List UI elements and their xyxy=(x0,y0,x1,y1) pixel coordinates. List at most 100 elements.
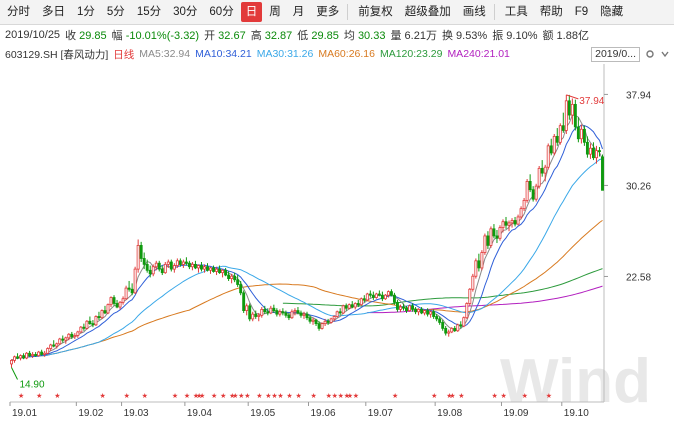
candle-body xyxy=(73,335,77,338)
toolbar-button-7[interactable]: 日 xyxy=(240,2,263,22)
candle-body xyxy=(263,309,267,313)
toolbar-button-14[interactable]: 工具 xyxy=(504,6,528,18)
candle-body xyxy=(193,263,197,269)
toolbar-button-5[interactable]: 30分 xyxy=(173,6,198,18)
candle-body xyxy=(43,352,47,355)
candle-body xyxy=(157,262,161,270)
toolbar-button-3[interactable]: 5分 xyxy=(106,6,125,18)
candle-body xyxy=(67,333,71,339)
event-marker: ★ xyxy=(458,392,464,400)
candle-body xyxy=(52,344,56,347)
toolbar-button-6[interactable]: 60分 xyxy=(209,6,234,18)
candle-body xyxy=(549,145,553,154)
candle-body xyxy=(426,310,430,315)
toolbar-button-4[interactable]: 15分 xyxy=(136,6,162,18)
event-marker: ★ xyxy=(54,392,60,400)
toolbar-button-17[interactable]: 隐藏 xyxy=(600,6,624,18)
x-tick-label: 19.08 xyxy=(437,408,462,419)
candle-body xyxy=(444,327,448,334)
toolbar-button-15[interactable]: 帮助 xyxy=(539,6,563,18)
toolbar-button-1[interactable]: 多日 xyxy=(42,6,65,18)
candle-body xyxy=(269,307,273,314)
volume-label: 量 xyxy=(390,30,402,42)
candle-body xyxy=(477,260,481,269)
candle-body xyxy=(507,222,511,226)
amplitude-value: 9.10% xyxy=(506,30,538,42)
candle-body xyxy=(501,221,505,229)
event-marker: ★ xyxy=(491,392,497,400)
event-marker: ★ xyxy=(211,392,217,400)
candle-body xyxy=(124,287,128,300)
event-marker: ★ xyxy=(142,392,148,400)
toolbar-button-9[interactable]: 月 xyxy=(292,6,305,18)
event-marker: ★ xyxy=(184,392,190,400)
candle-body xyxy=(94,316,98,326)
candle-body xyxy=(435,316,439,320)
candle-body xyxy=(522,199,526,210)
candle-body xyxy=(471,275,475,290)
candle-body xyxy=(314,319,318,325)
toolbar-button-13[interactable]: 画线 xyxy=(462,6,486,18)
collapse-chevron-icon[interactable] xyxy=(660,49,670,59)
ma10-label: MA10:34.21 xyxy=(195,48,252,60)
candle-body xyxy=(209,267,212,271)
candle-body xyxy=(317,323,321,329)
date-select[interactable]: 2019/0... xyxy=(591,46,640,62)
toolbar-button-10[interactable]: 更多 xyxy=(316,6,340,18)
candle-body xyxy=(513,220,517,225)
candle-body xyxy=(46,348,50,354)
candle-body xyxy=(163,263,167,274)
candle-body xyxy=(169,261,173,270)
stock-name: 603129.SH [春风动力] xyxy=(5,48,109,61)
candle-body xyxy=(573,103,577,128)
amount-value: 1.88亿 xyxy=(556,30,589,42)
candle-body xyxy=(172,265,176,270)
candle-body xyxy=(368,293,372,296)
candle-body xyxy=(555,135,559,143)
settings-gear-icon[interactable] xyxy=(645,49,655,59)
candle-body xyxy=(37,351,41,357)
toolbar-button-0[interactable]: 分时 xyxy=(7,6,30,18)
candle-body xyxy=(296,310,300,314)
low-field: 低 29.85 xyxy=(297,27,339,43)
candle-body xyxy=(459,324,463,327)
min-price-label: 14.90 xyxy=(20,379,45,390)
candle-body xyxy=(582,128,586,143)
kline-chart[interactable]: Wind 37.94 30.26 22.58 19.01 19.02 19.03 19.04… xyxy=(0,62,674,423)
candle-body xyxy=(356,303,360,306)
event-marker: ★ xyxy=(193,392,199,400)
event-marker: ★ xyxy=(332,392,338,400)
x-tick-label: 19.02 xyxy=(78,408,103,419)
candle-body xyxy=(148,269,152,275)
y-tick-label: 37.94 xyxy=(626,90,651,101)
candle-body xyxy=(519,208,523,218)
candle-body xyxy=(55,343,59,347)
candle-body xyxy=(166,261,170,265)
event-marker: ★ xyxy=(36,392,42,400)
toolbar-button-2[interactable]: 1分 xyxy=(77,6,95,18)
candle-body xyxy=(377,293,381,296)
period-toolbar: 分时 多日 1分 5分 15分 30分 60分日周月更多 前复权 超级叠加 画线 工具 帮助 F9 隐藏 xyxy=(0,0,674,25)
candle-body xyxy=(311,319,315,322)
candle-body xyxy=(13,356,16,361)
candle-body xyxy=(453,327,457,332)
candle-body xyxy=(212,267,215,272)
candle-body xyxy=(115,303,119,308)
candle-body xyxy=(22,355,26,359)
candle-body xyxy=(181,261,185,265)
candle-body xyxy=(221,269,225,274)
candle-body xyxy=(133,268,137,294)
period-label: 日线 xyxy=(113,48,135,61)
candle-body xyxy=(281,311,285,314)
toolbar-button-16[interactable]: F9 xyxy=(574,6,589,18)
toolbar-button-12[interactable]: 超级叠加 xyxy=(404,6,451,18)
ma30-label: MA30:31.26 xyxy=(256,48,314,60)
toolbar-button-8[interactable]: 周 xyxy=(269,6,281,18)
toolbar-button-11[interactable]: 前复权 xyxy=(358,6,393,18)
candle-body xyxy=(58,338,62,345)
candle-body xyxy=(206,266,209,271)
candle-body xyxy=(203,266,206,270)
y-tick-label: 22.58 xyxy=(626,272,651,283)
candle-body xyxy=(564,100,568,131)
candle-body xyxy=(85,320,89,329)
